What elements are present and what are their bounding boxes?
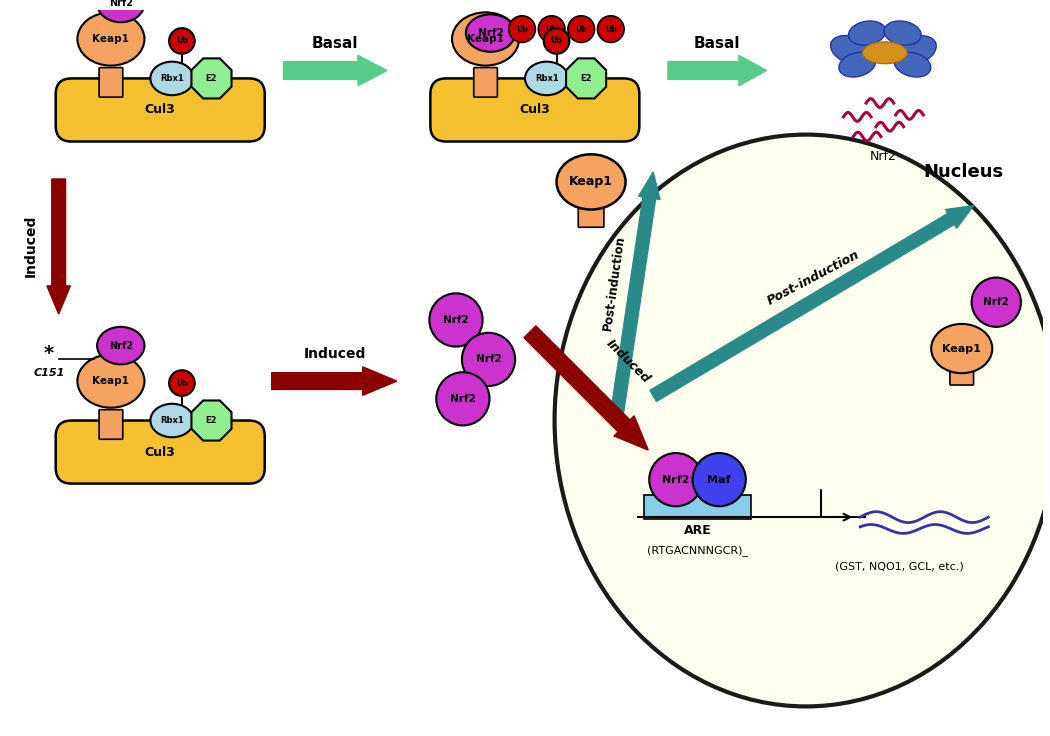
Ellipse shape [525, 62, 568, 95]
Ellipse shape [884, 21, 921, 45]
Text: Rbx1: Rbx1 [161, 416, 184, 425]
Text: Nrf2: Nrf2 [450, 394, 476, 404]
FancyBboxPatch shape [430, 79, 639, 141]
Text: Induced: Induced [24, 215, 38, 277]
Circle shape [568, 15, 594, 43]
Polygon shape [191, 400, 232, 441]
Text: Post-induction: Post-induction [765, 248, 862, 308]
Text: Cul3: Cul3 [520, 104, 550, 116]
FancyBboxPatch shape [99, 68, 123, 97]
Circle shape [436, 372, 489, 425]
Text: Keap1: Keap1 [942, 344, 981, 353]
Circle shape [429, 294, 483, 347]
Text: Cul3: Cul3 [145, 104, 175, 116]
FancyBboxPatch shape [645, 495, 751, 519]
Circle shape [649, 453, 702, 506]
FancyBboxPatch shape [56, 79, 265, 141]
Text: Cul3: Cul3 [145, 445, 175, 459]
Text: Keap1: Keap1 [467, 34, 504, 44]
Circle shape [539, 15, 565, 43]
Text: Ub: Ub [575, 24, 587, 34]
Ellipse shape [453, 13, 519, 66]
Text: Nrf2: Nrf2 [984, 297, 1009, 307]
Text: E2: E2 [581, 74, 592, 83]
Polygon shape [191, 58, 232, 99]
Text: Rbx1: Rbx1 [534, 74, 559, 83]
FancyBboxPatch shape [950, 358, 973, 385]
Text: (GST, NQO1, GCL, etc.): (GST, NQO1, GCL, etc.) [835, 562, 964, 571]
FancyBboxPatch shape [474, 68, 498, 97]
Text: ARE: ARE [684, 524, 712, 537]
Ellipse shape [831, 35, 876, 66]
Text: Basal: Basal [312, 36, 358, 52]
FancyArrow shape [610, 172, 660, 417]
Ellipse shape [150, 62, 194, 95]
Text: Basal: Basal [694, 36, 740, 52]
Circle shape [169, 370, 194, 396]
Text: Post-induction: Post-induction [601, 234, 627, 331]
FancyArrow shape [668, 55, 766, 85]
Text: Keap1: Keap1 [569, 175, 613, 188]
Ellipse shape [150, 404, 194, 437]
Circle shape [509, 15, 536, 43]
FancyArrow shape [47, 179, 70, 314]
Text: Nrf2: Nrf2 [443, 315, 469, 325]
Ellipse shape [78, 13, 145, 66]
Text: E2: E2 [206, 74, 217, 83]
Ellipse shape [892, 36, 937, 66]
FancyArrow shape [272, 367, 397, 395]
Text: Nrf2: Nrf2 [869, 150, 897, 163]
Text: Rbx1: Rbx1 [161, 74, 184, 83]
Text: Nrf2: Nrf2 [476, 355, 502, 364]
Text: Maf: Maf [708, 475, 731, 485]
Ellipse shape [78, 355, 145, 408]
Circle shape [693, 453, 745, 506]
Text: Keap1: Keap1 [92, 34, 129, 44]
Text: Nrf2: Nrf2 [478, 28, 503, 38]
Text: *: * [44, 344, 54, 363]
FancyArrow shape [650, 205, 973, 401]
Circle shape [544, 28, 569, 54]
Text: Nrf2: Nrf2 [109, 0, 132, 9]
Circle shape [462, 333, 516, 386]
Text: Ub: Ub [517, 24, 528, 34]
Ellipse shape [931, 324, 992, 373]
Text: E2: E2 [206, 416, 217, 425]
Text: C151: C151 [34, 368, 64, 378]
FancyBboxPatch shape [56, 420, 265, 484]
FancyBboxPatch shape [99, 410, 123, 439]
Ellipse shape [98, 0, 145, 22]
Polygon shape [566, 58, 606, 99]
Circle shape [971, 277, 1021, 327]
Ellipse shape [554, 135, 1050, 707]
Text: (RTGACNNNGCR)_: (RTGACNNNGCR)_ [647, 545, 748, 556]
Text: Induced: Induced [303, 347, 365, 361]
Ellipse shape [848, 21, 885, 45]
Ellipse shape [863, 42, 907, 63]
Ellipse shape [839, 52, 876, 77]
Ellipse shape [556, 155, 626, 210]
FancyArrow shape [524, 326, 648, 450]
Ellipse shape [98, 327, 145, 364]
Text: Ub: Ub [176, 378, 188, 388]
Text: Induced: Induced [604, 337, 653, 386]
Ellipse shape [466, 14, 516, 52]
FancyBboxPatch shape [579, 196, 604, 227]
Text: Nrf2: Nrf2 [663, 475, 690, 485]
Text: Nucleus: Nucleus [924, 163, 1004, 181]
Text: Keap1: Keap1 [92, 376, 129, 386]
Text: Ub: Ub [605, 24, 616, 34]
Ellipse shape [895, 52, 930, 77]
Text: Ub: Ub [176, 37, 188, 46]
Text: Ub: Ub [546, 24, 558, 34]
Circle shape [597, 15, 624, 43]
Circle shape [169, 28, 194, 54]
FancyArrow shape [284, 55, 387, 85]
Text: Ub: Ub [550, 37, 563, 46]
Text: Nrf2: Nrf2 [109, 341, 132, 350]
